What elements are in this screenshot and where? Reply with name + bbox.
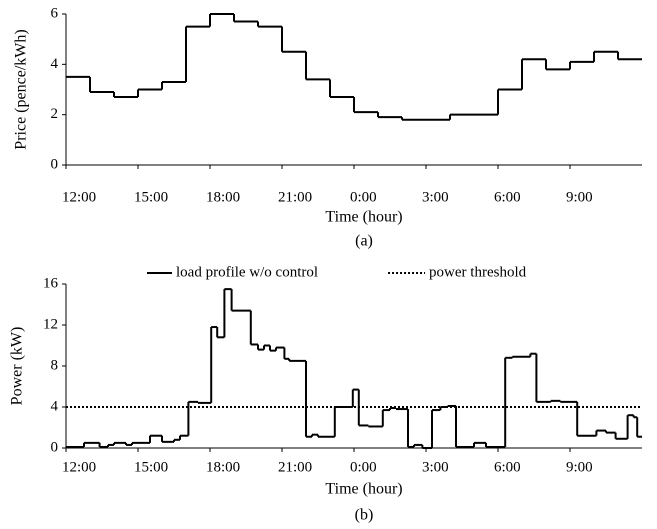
x-tick-label: 9:00	[566, 459, 593, 475]
x-tick-label: 21:00	[278, 189, 312, 205]
x-axis-label: Time (hour)	[325, 481, 402, 498]
x-axis-label: Time (hour)	[325, 209, 402, 226]
caption: (a)	[355, 233, 373, 250]
x-tick-label: 12:00	[62, 459, 96, 475]
x-tick-label: 9:00	[566, 189, 593, 205]
x-tick-label: 15:00	[134, 189, 168, 205]
x-tick-label: 21:00	[278, 459, 312, 475]
y-axis-label: Power (kW)	[9, 327, 26, 406]
y-tick-label: 6	[51, 5, 59, 21]
y-tick-label: 12	[43, 316, 58, 332]
x-tick-label: 0:00	[350, 189, 377, 205]
legend-label: power threshold	[429, 264, 527, 280]
y-axis-label: Price (pence/kWh)	[13, 29, 30, 149]
y-tick-label: 4	[51, 398, 59, 414]
x-tick-label: 18:00	[206, 459, 240, 475]
y-tick-label: 2	[51, 106, 59, 122]
y-tick-label: 0	[51, 439, 59, 455]
y-tick-label: 0	[51, 156, 59, 172]
y-tick-label: 16	[43, 275, 59, 291]
x-tick-label: 6:00	[494, 459, 521, 475]
x-tick-label: 3:00	[422, 189, 449, 205]
x-tick-label: 3:00	[422, 459, 449, 475]
x-tick-label: 6:00	[494, 189, 521, 205]
caption: (b)	[355, 507, 374, 524]
legend-label: load profile w/o control	[176, 264, 318, 280]
x-tick-label: 15:00	[134, 459, 168, 475]
x-tick-label: 0:00	[350, 459, 377, 475]
x-tick-label: 18:00	[206, 189, 240, 205]
y-tick-label: 4	[51, 56, 59, 72]
x-tick-label: 12:00	[62, 189, 96, 205]
y-tick-label: 8	[51, 357, 59, 373]
